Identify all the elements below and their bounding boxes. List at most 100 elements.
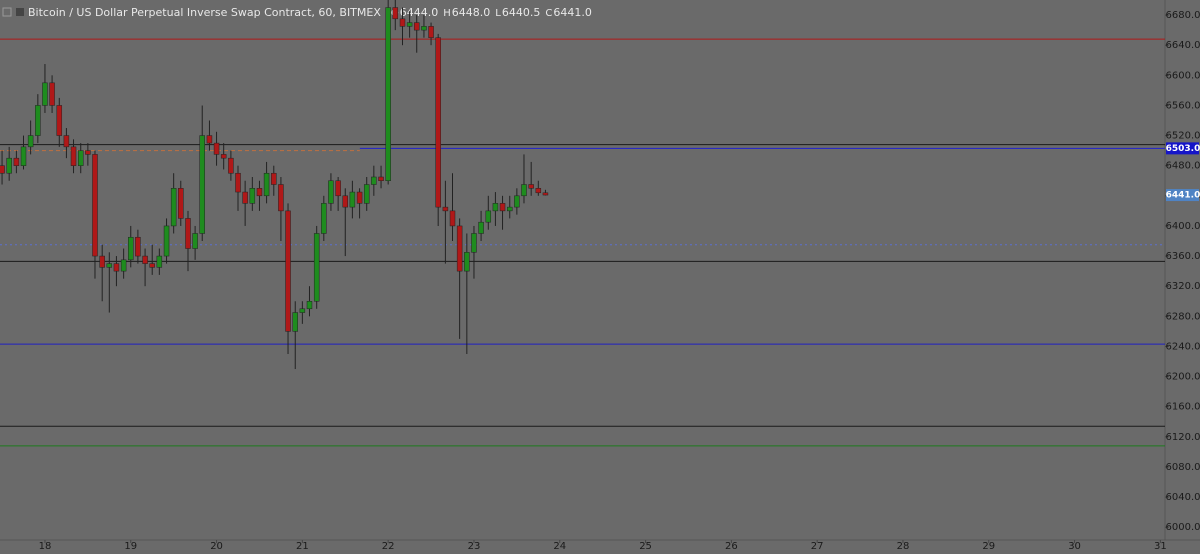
price-label: 6503.0 [1166, 144, 1200, 154]
candle-body [528, 184, 534, 189]
candle-body [392, 7, 399, 20]
y-tick-label: 6000.0 [1166, 522, 1200, 533]
candle-body [13, 157, 20, 166]
x-tick-label: 29 [982, 541, 995, 552]
candle-body [492, 203, 499, 212]
x-tick-label: 26 [725, 541, 738, 552]
y-tick-label: 6600.0 [1166, 70, 1200, 81]
candle-body [35, 105, 41, 136]
candle-body [306, 301, 313, 310]
x-tick-label: 31 [1154, 541, 1167, 552]
candle-body [220, 154, 227, 159]
chart-title: Bitcoin / US Dollar Perpetual Inverse Sw… [28, 6, 381, 19]
candle-body [442, 206, 449, 212]
y-tick-label: 6520.0 [1166, 131, 1200, 142]
y-tick-label: 6640.0 [1166, 40, 1200, 51]
candle-body [335, 180, 341, 197]
icon [2, 7, 12, 17]
ohlc-value: 6440.5 [502, 6, 541, 19]
candle-body [406, 22, 413, 27]
candle-body [113, 263, 120, 272]
candle-body [70, 146, 77, 166]
y-tick-label: 6680.0 [1166, 10, 1200, 21]
candle-body [313, 233, 320, 302]
candle-body [163, 225, 170, 257]
ohlc-value: 6441.0 [553, 6, 592, 19]
candle-body [271, 172, 277, 185]
x-tick-label: 18 [39, 541, 52, 552]
candle-body [285, 210, 291, 332]
header: Bitcoin / US Dollar Perpetual Inverse Sw… [2, 6, 381, 19]
candle-body [199, 135, 205, 234]
candle-body [192, 233, 198, 249]
candle-body [478, 221, 484, 234]
icon [16, 8, 24, 16]
candle-body [464, 252, 470, 272]
y-tick-label: 6120.0 [1166, 432, 1200, 443]
candle-body [435, 37, 441, 208]
x-tick-label: 27 [811, 541, 824, 552]
candle-body [421, 26, 427, 31]
plot-area [0, 0, 1165, 540]
candle-body [42, 82, 48, 106]
candle-body [278, 184, 284, 212]
candle-body [378, 176, 384, 182]
candle-body [213, 142, 220, 155]
candle-body [135, 236, 141, 257]
y-tick-label: 6400.0 [1166, 221, 1200, 232]
candle-body [49, 82, 55, 106]
candle-body [471, 233, 477, 253]
candle-body [6, 157, 12, 174]
candle-body [385, 7, 391, 182]
candle-body [156, 255, 163, 268]
candle-body [299, 308, 306, 313]
candle-body [249, 188, 256, 204]
x-tick-label: 23 [468, 541, 481, 552]
candle-body [342, 195, 349, 208]
x-tick-label: 21 [296, 541, 309, 552]
candle-body [506, 206, 513, 212]
candle-body [256, 188, 263, 197]
y-tick-label: 6360.0 [1166, 251, 1200, 262]
y-tick-label: 6280.0 [1166, 311, 1200, 322]
candle-body [449, 210, 456, 227]
candle-body [56, 105, 63, 136]
candle-body [178, 188, 184, 219]
y-tick-label: 6320.0 [1166, 281, 1200, 292]
candle-body [399, 18, 406, 27]
candle-body [292, 312, 298, 332]
candle-body [456, 225, 463, 272]
candle-body [356, 191, 363, 204]
candle-body [428, 26, 434, 38]
ohlc-key: L [495, 8, 501, 19]
y-tick-label: 6200.0 [1166, 372, 1200, 383]
candle-body [206, 135, 213, 144]
ohlc-key: C [545, 8, 552, 19]
candle-body [128, 236, 134, 261]
candle-body [521, 184, 527, 197]
ohlc-value: 6448.0 [452, 6, 491, 19]
y-tick-label: 6480.0 [1166, 161, 1200, 172]
price-label-box [1166, 189, 1199, 202]
candle-body [99, 255, 105, 268]
ohlc-key: H [443, 8, 451, 19]
candle-body [242, 191, 248, 204]
price-label: 6441.0 [1166, 191, 1200, 201]
candle-body [120, 259, 127, 272]
price-label-box [1166, 142, 1199, 155]
candle-body [263, 172, 270, 197]
candle-body [142, 255, 148, 264]
candle-body [371, 176, 377, 185]
candle-body [77, 150, 84, 166]
candle-body [20, 146, 27, 166]
candle-body [149, 263, 155, 268]
candle-body [321, 203, 327, 234]
candle-body [235, 172, 241, 193]
candle-body [349, 191, 356, 208]
y-tick-label: 6040.0 [1166, 492, 1200, 503]
candle-body [535, 188, 542, 194]
candle-body [363, 184, 370, 204]
candle-body [106, 263, 113, 268]
